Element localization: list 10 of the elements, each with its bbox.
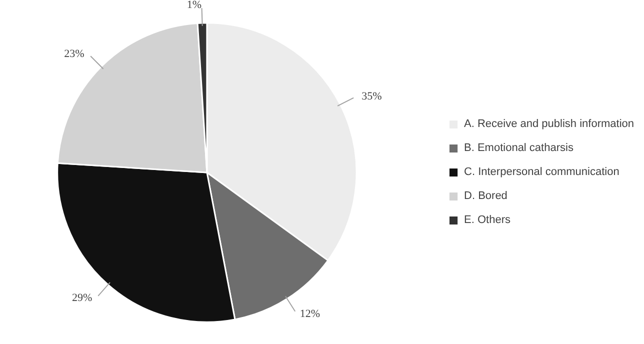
data-label: 35% [362,90,382,102]
legend-label: D. Bored [464,190,508,202]
data-label: 29% [72,292,92,304]
data-label: 1% [186,0,202,12]
legend-label: B. Emotional catharsis [464,142,574,154]
legend-label: E. Others [464,214,510,226]
data-label: 12% [300,308,320,320]
legend-label: A. Receive and publish information [464,118,634,130]
data-label: 23% [64,48,84,60]
legend-label: C. Interpersonal communication [464,166,620,178]
